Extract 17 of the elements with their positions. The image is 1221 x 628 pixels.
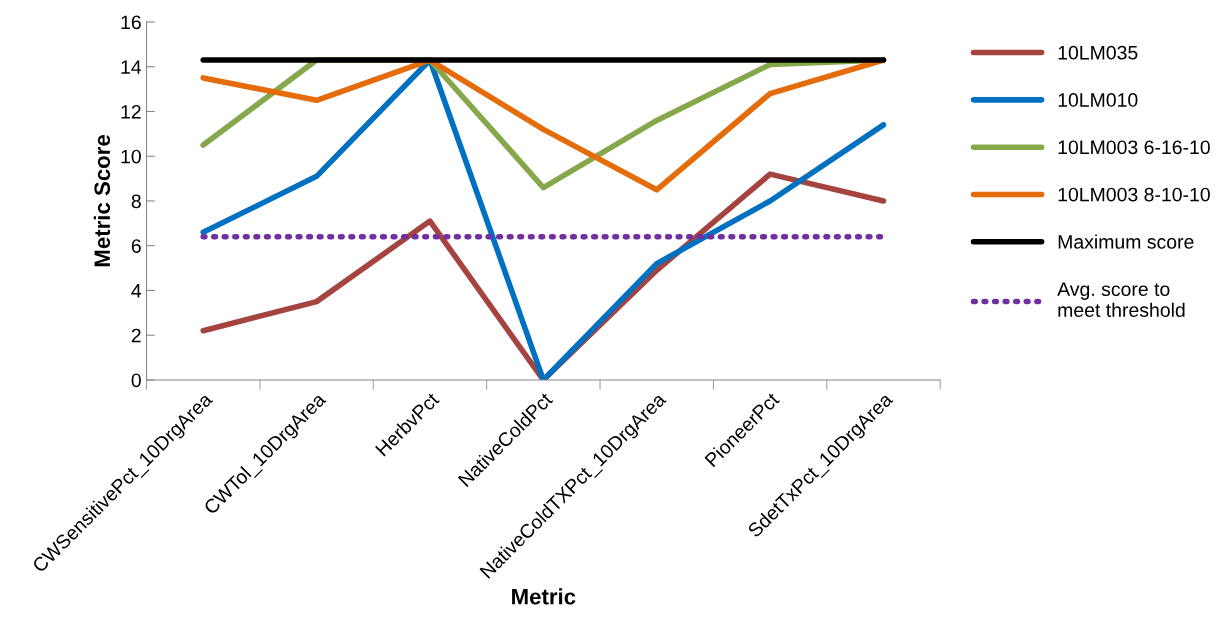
y-tick-label: 10 — [121, 149, 141, 164]
y-tick-label: 14 — [121, 60, 142, 74]
legend-label: 10LM035 — [1058, 45, 1138, 60]
x-axis-title: Metric — [512, 588, 576, 605]
y-tick-label: 2 — [131, 328, 141, 343]
y-tick-label: 0 — [131, 373, 141, 388]
y-tick-label: 12 — [121, 104, 141, 119]
y-tick-label: 8 — [131, 194, 141, 209]
y-axis-title: Metric Score — [93, 135, 111, 267]
y-tick-label: 16 — [121, 15, 141, 30]
legend-label: Maximum score — [1058, 234, 1194, 249]
legend-label: 10LM003 8-10-10 — [1058, 187, 1210, 202]
y-tick-label: 4 — [131, 284, 142, 298]
y-tick-label: 6 — [131, 239, 141, 253]
legend-label: 10LM010 — [1058, 93, 1138, 107]
legend-label: 10LM003 6-16-10 — [1058, 140, 1210, 155]
legend-label: Avg. score to meet threshold — [1057, 282, 1185, 317]
